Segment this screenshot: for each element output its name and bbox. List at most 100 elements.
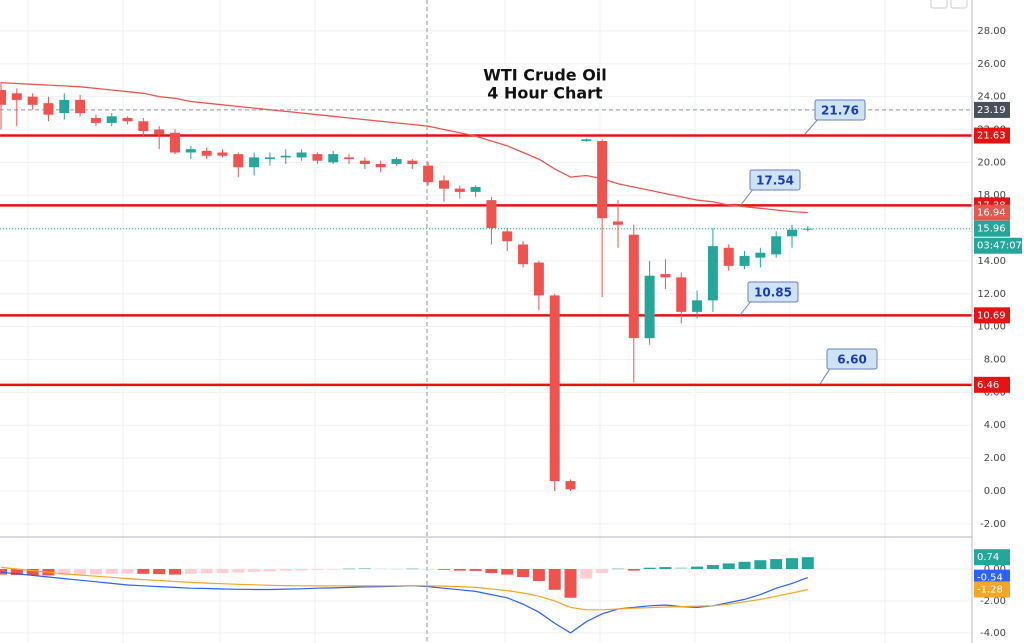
macd-line (0, 571, 809, 634)
histogram-bar (706, 565, 719, 570)
candle-body (328, 154, 339, 163)
y-tick-label: 24.00 (977, 92, 1006, 103)
plot: 21.76 17.54 10.85 6.60 (0, 81, 972, 634)
candle-body (233, 154, 244, 168)
callout-box (747, 281, 799, 303)
y-tick-label: 0.00 (984, 564, 1006, 575)
macd-label: -0.54 (977, 573, 1003, 584)
histogram-bar (406, 568, 419, 570)
countdown-bg (974, 237, 1022, 254)
histogram-bar (295, 569, 308, 571)
chart-subtitle: 4 Hour Chart (487, 84, 603, 103)
candle-body (533, 262, 544, 296)
histogram-bar (453, 569, 466, 571)
button[interactable] (950, 0, 968, 9)
candle-body (59, 99, 70, 114)
histogram-bar (153, 569, 166, 575)
histogram-bar (659, 567, 672, 570)
candle-body (628, 234, 639, 339)
histogram-bar (248, 569, 261, 572)
ma-line (0, 81, 808, 214)
callout-box (814, 99, 866, 121)
countdown: 03:47:07 (977, 241, 1022, 252)
histogram-bar (469, 569, 482, 571)
candle-body (43, 103, 54, 115)
histogram-bar (548, 569, 561, 590)
candle-body (707, 246, 718, 301)
histogram-bar (738, 561, 751, 570)
toolbar[interactable] (930, 0, 968, 9)
candle-body (518, 244, 529, 265)
histogram-bar (263, 569, 276, 572)
candle-body (296, 152, 307, 158)
histogram-bar (422, 569, 435, 570)
candle-body (138, 121, 149, 132)
histogram-bar (754, 560, 767, 570)
histogram-bar (358, 568, 371, 570)
histogram-bar (485, 569, 498, 573)
candle-body (375, 163, 386, 168)
histogram-bar (611, 568, 624, 570)
histogram-bar (216, 569, 229, 573)
callout-pointer (819, 366, 832, 385)
y-tick-label: -2.00 (980, 519, 1006, 530)
candle-body (27, 96, 38, 105)
histogram-bar (0, 569, 7, 575)
button[interactable] (930, 0, 948, 9)
histogram-bar (675, 567, 688, 570)
histogram-bar (74, 569, 87, 575)
candle-body (771, 236, 782, 255)
histogram-bar (580, 569, 593, 579)
crosshair-label: 23.19 (977, 105, 1006, 116)
histogram-bar (437, 569, 450, 570)
candle-body (454, 188, 465, 192)
y-tick-label: 0.00 (984, 486, 1006, 497)
y-tick-label: 12.00 (977, 289, 1006, 300)
candle-body (565, 481, 576, 490)
histogram-bar (722, 563, 735, 570)
histogram-bar (169, 569, 182, 575)
level-label: 21.63 (977, 131, 1006, 142)
candle-body (391, 159, 402, 164)
last-price-label-bg (974, 220, 1010, 237)
histogram-bar (596, 569, 609, 573)
histogram-bar (279, 569, 292, 571)
y-tick-label: 14.00 (977, 256, 1006, 267)
callout-pointer (739, 187, 755, 207)
candle-body (11, 93, 22, 100)
histogram-bar (58, 569, 71, 576)
signal-label-bg (974, 581, 1010, 598)
ma-label: 16.94 (977, 208, 1006, 219)
callout-text: 10.85 (754, 286, 792, 300)
y-tick-label: 2.00 (984, 453, 1006, 464)
candle-body (170, 132, 181, 153)
signal-label: -1.28 (977, 584, 1003, 595)
last-price-label: 15.96 (977, 224, 1006, 235)
candle-body (549, 295, 560, 482)
y-tick-label: -2.00 (980, 596, 1006, 607)
candle-body (802, 228, 813, 230)
callout-text: 21.76 (821, 104, 859, 118)
callout-pointer (804, 117, 820, 135)
histogram-bar (311, 569, 324, 570)
candle-body (723, 247, 734, 266)
crosshair-label-bg (974, 101, 1010, 118)
histogram-bar (121, 569, 134, 574)
h-grid (0, 30, 972, 634)
candle-body (249, 157, 260, 168)
level-label: 10.69 (977, 310, 1006, 321)
axis-labels: -2.00 0.00 2.00 4.00 6.00 8.00 10.00 12.00 14.00… (974, 26, 1022, 639)
chart-title: WTI Crude Oil (483, 66, 607, 85)
candle-body (470, 186, 481, 192)
histogram-bar (786, 558, 798, 570)
candle-body (90, 117, 101, 123)
hist-label: 0.74 (977, 552, 999, 563)
y-tick-label: 18.00 (977, 190, 1006, 201)
histogram-bar (801, 557, 814, 570)
candle-body (201, 150, 212, 156)
candle-body (217, 152, 228, 156)
candle-body (676, 277, 687, 312)
candle-body (154, 129, 165, 135)
